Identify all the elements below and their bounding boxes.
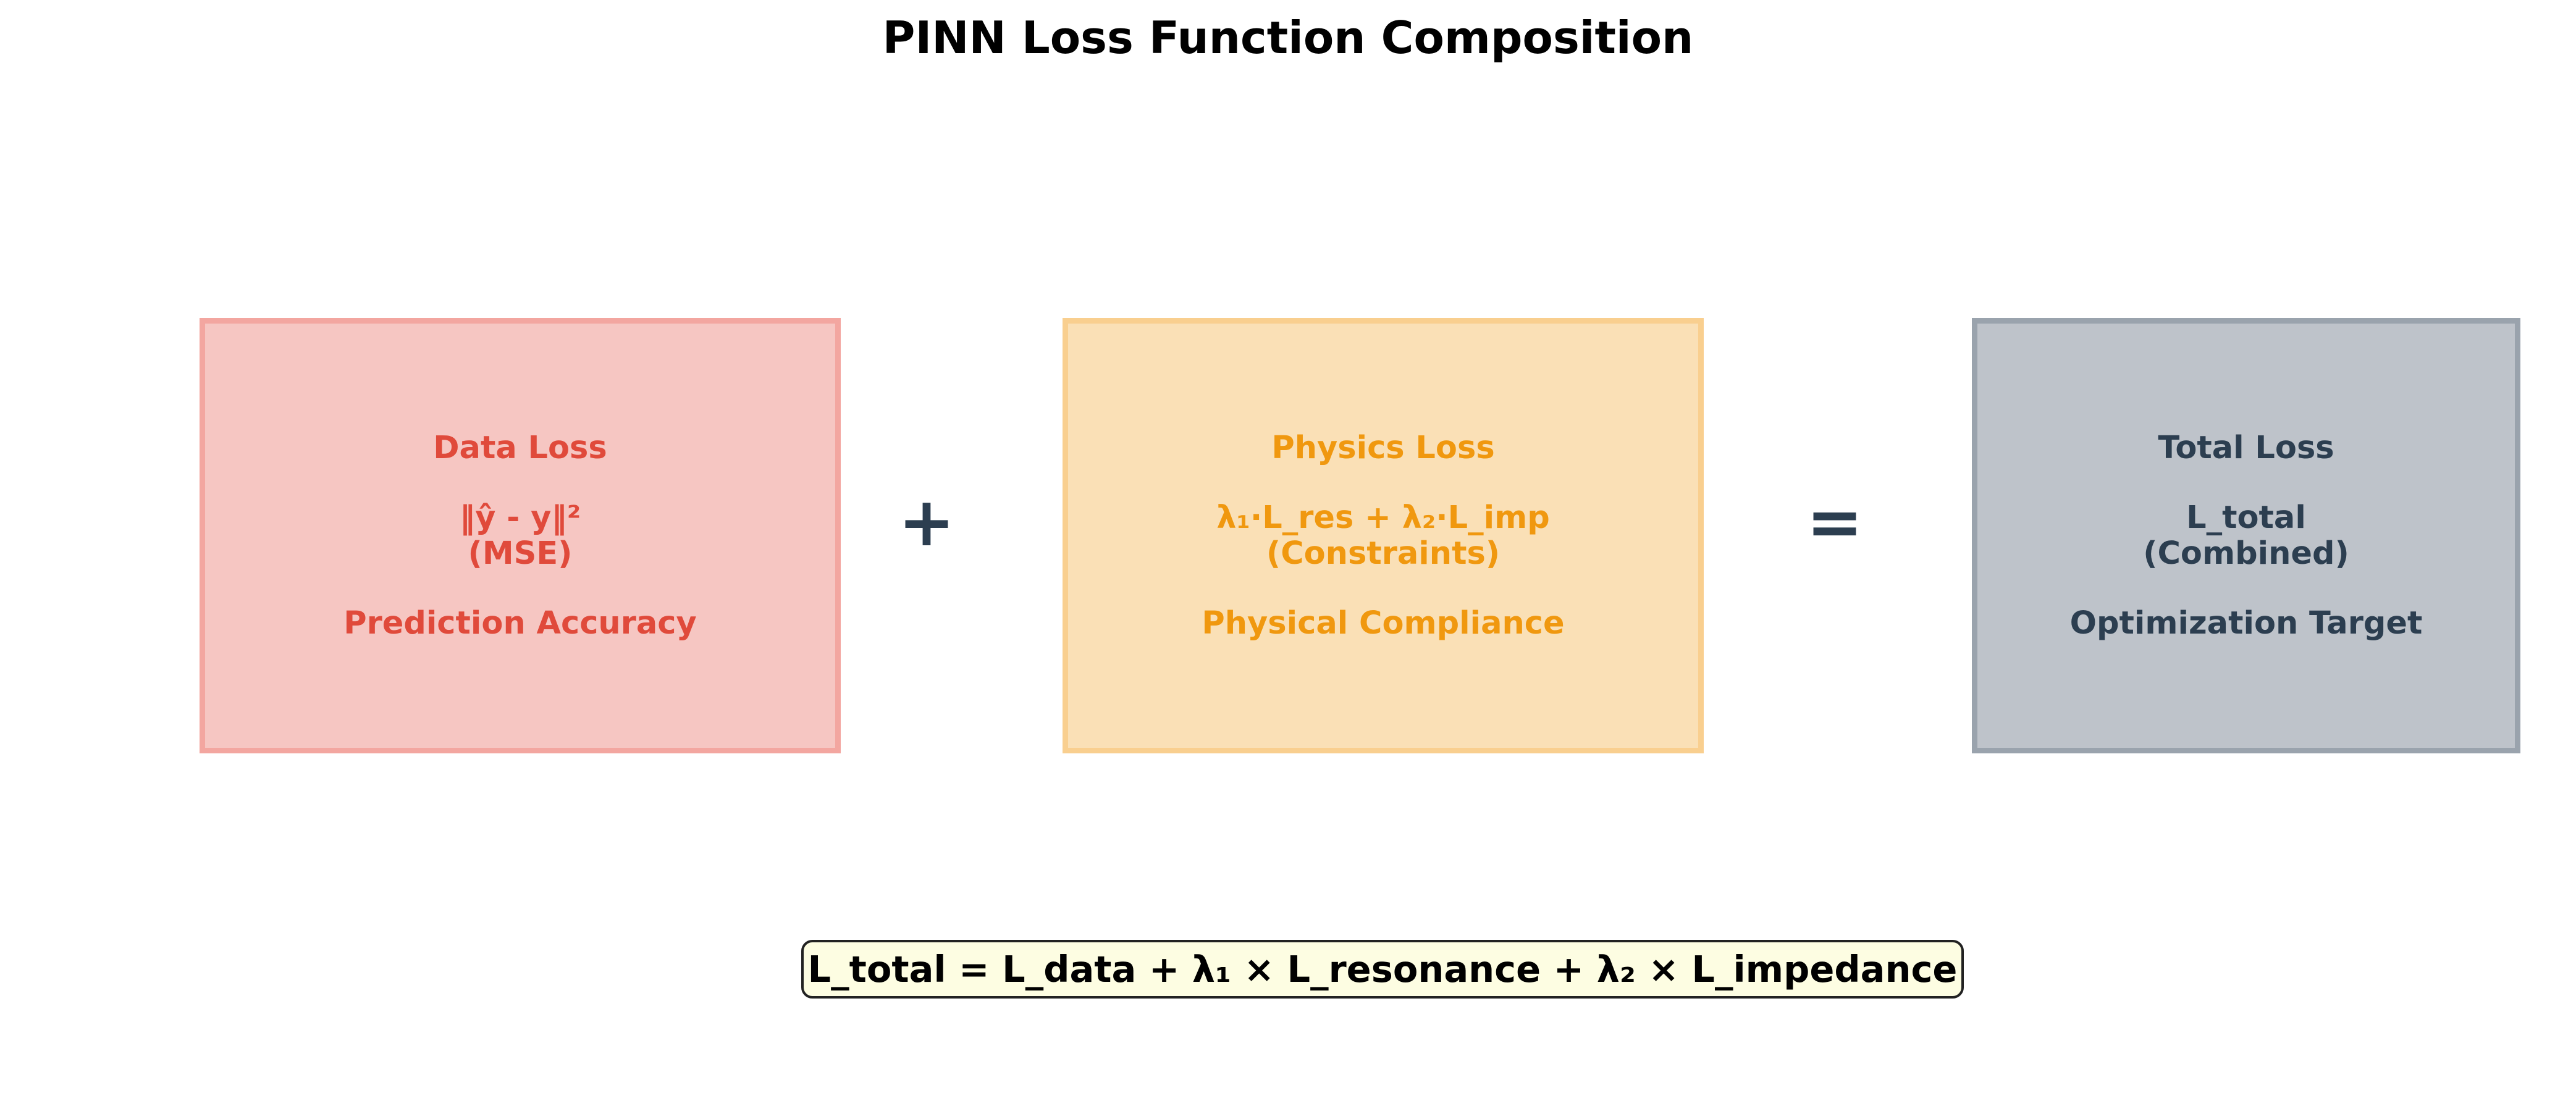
equals-operator: = (1806, 482, 1864, 561)
data-loss-caption: Prediction Accuracy (343, 605, 697, 642)
data-loss-note: (MSE) (468, 535, 573, 572)
physics-loss-box: Physics Loss λ₁·L_res + λ₂·L_imp (Constr… (1063, 318, 1704, 753)
diagram-title: PINN Loss Function Composition (882, 12, 1694, 64)
physics-loss-heading: Physics Loss (1271, 430, 1495, 467)
total-loss-heading: Total Loss (2158, 430, 2334, 467)
total-loss-note: (Combined) (2143, 535, 2349, 572)
data-loss-box: Data Loss ‖ŷ - y‖² (MSE) Prediction Accu… (200, 318, 841, 753)
total-loss-caption: Optimization Target (2069, 605, 2423, 642)
total-loss-box: Total Loss L_total (Combined) Optimizati… (1972, 318, 2520, 753)
total-loss-formula-banner: L_total = L_data + λ₁ × L_resonance + λ₂… (801, 940, 1964, 999)
physics-loss-caption: Physical Compliance (1202, 605, 1565, 642)
physics-loss-note: (Constraints) (1266, 535, 1501, 572)
plus-operator: + (898, 482, 956, 561)
data-loss-heading: Data Loss (433, 430, 607, 467)
physics-loss-formula: λ₁·L_res + λ₂·L_imp (1216, 500, 1550, 537)
total-loss-formula: L_total (2186, 500, 2306, 537)
data-loss-formula: ‖ŷ - y‖² (459, 500, 581, 537)
